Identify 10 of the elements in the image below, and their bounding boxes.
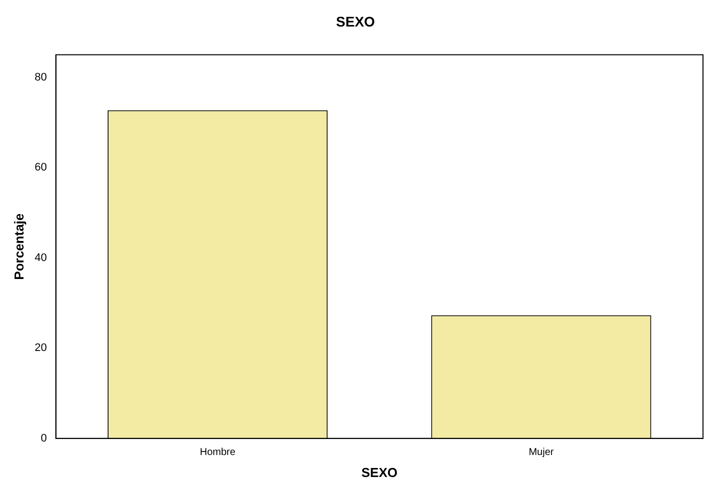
y-tick-label: 80 xyxy=(34,71,47,84)
y-tick-label: 20 xyxy=(34,342,47,354)
y-tick-label: 60 xyxy=(34,162,47,174)
y-axis-title: Porcentaje xyxy=(11,213,26,280)
x-tick-label: Mujer xyxy=(528,447,554,458)
chart-title: SEXO xyxy=(336,13,376,30)
y-tick-label: 40 xyxy=(34,252,47,264)
x-axis-title: SEXO xyxy=(361,464,398,480)
x-tick-label: Hombre xyxy=(200,447,236,458)
y-tick-label: 0 xyxy=(40,432,47,444)
